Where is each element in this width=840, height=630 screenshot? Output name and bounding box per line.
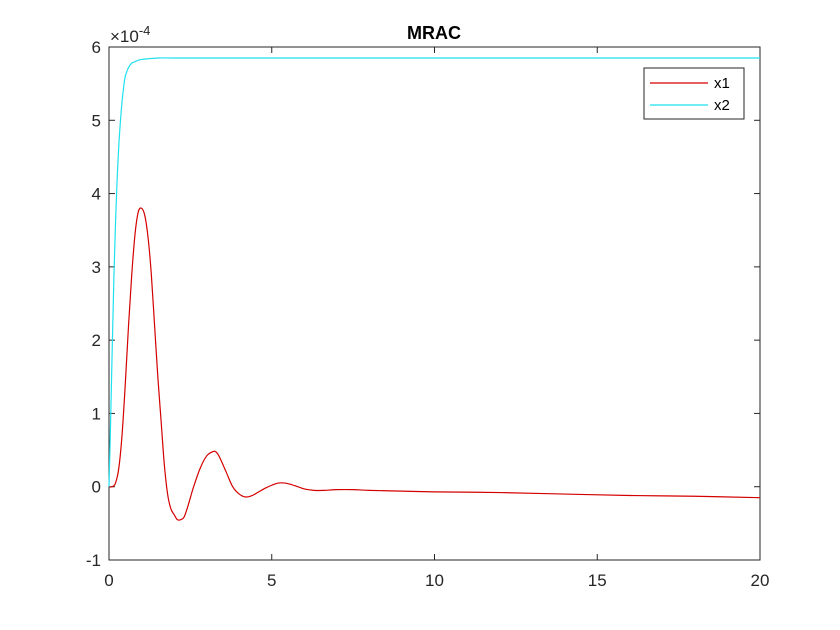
y-tick-label: 5 xyxy=(92,111,101,130)
x-tick-label: 0 xyxy=(104,571,113,590)
y-tick-label: -1 xyxy=(86,551,101,570)
y-exponent-label: ×10-4 xyxy=(110,23,150,46)
legend-label-x2: x2 xyxy=(714,97,730,114)
x-tick-label: 5 xyxy=(267,571,276,590)
y-tick-label: 6 xyxy=(92,38,101,57)
series-line-x2 xyxy=(108,57,760,487)
y-tick-label: 0 xyxy=(92,478,101,497)
y-tick-label: 3 xyxy=(92,258,101,277)
y-exponent-base: ×10 xyxy=(110,27,139,46)
y-tick-label: 4 xyxy=(92,185,101,204)
legend-box xyxy=(643,67,745,120)
x-tick-label: 20 xyxy=(751,571,770,590)
plot-area-box xyxy=(108,46,761,561)
y-tick-label: 1 xyxy=(92,404,101,423)
x-tick-label: 15 xyxy=(588,571,607,590)
y-exponent-power: -4 xyxy=(139,23,151,38)
y-tick-label: 2 xyxy=(92,331,101,350)
series-layer xyxy=(108,57,761,521)
x-tick-label: 10 xyxy=(425,571,444,590)
legend-label-x1: x1 xyxy=(714,75,730,92)
chart-title: MRAC xyxy=(407,23,461,43)
series-line-x1 xyxy=(108,207,761,521)
